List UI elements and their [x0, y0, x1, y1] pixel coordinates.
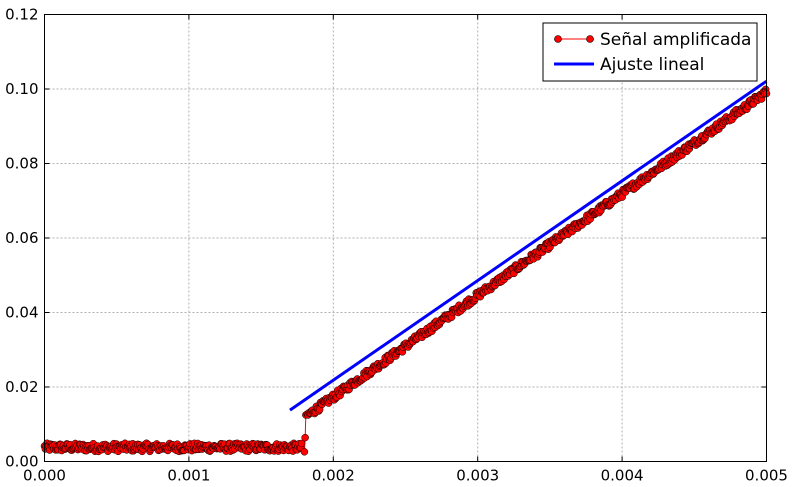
x-tick-label: 0.003 — [456, 467, 499, 485]
legend-marker-signal — [586, 35, 594, 43]
ticks — [44, 14, 767, 462]
x-tick-label: 0.002 — [312, 467, 355, 485]
data-point — [301, 433, 309, 442]
y-tick-labels: 0.00 0.02 0.04 0.06 0.08 0.10 0.12 — [5, 6, 38, 471]
legend-label-fit: Ajuste lineal — [600, 55, 704, 75]
x-tick-label: 0.001 — [167, 467, 210, 485]
x-tick-labels: 0.000 0.001 0.002 0.003 0.004 0.005 — [23, 467, 788, 485]
series-fit-line — [289, 79, 768, 412]
data-point — [300, 448, 309, 456]
plot-area — [40, 79, 771, 456]
legend-marker-signal — [554, 35, 562, 43]
y-tick-label: 0.08 — [5, 155, 38, 173]
y-tick-label: 0.02 — [5, 378, 38, 396]
y-tick-label: 0.10 — [5, 80, 38, 98]
y-tick-label: 0.12 — [5, 6, 38, 24]
data-point — [297, 439, 306, 448]
x-tick-label: 0.004 — [601, 467, 644, 485]
legend-label-signal: Señal amplificada — [600, 30, 751, 50]
legend: Señal amplificada Ajuste lineal — [542, 22, 758, 82]
grid — [44, 14, 767, 462]
legend-box — [542, 22, 758, 82]
x-tick-label: 0.005 — [745, 467, 788, 485]
series-signal-markers — [40, 85, 771, 456]
y-tick-label: 0.04 — [5, 304, 38, 322]
y-tick-label: 0.06 — [5, 229, 38, 247]
x-tick-label: 0.000 — [23, 467, 66, 485]
y-tick-label: 0.00 — [5, 453, 38, 471]
